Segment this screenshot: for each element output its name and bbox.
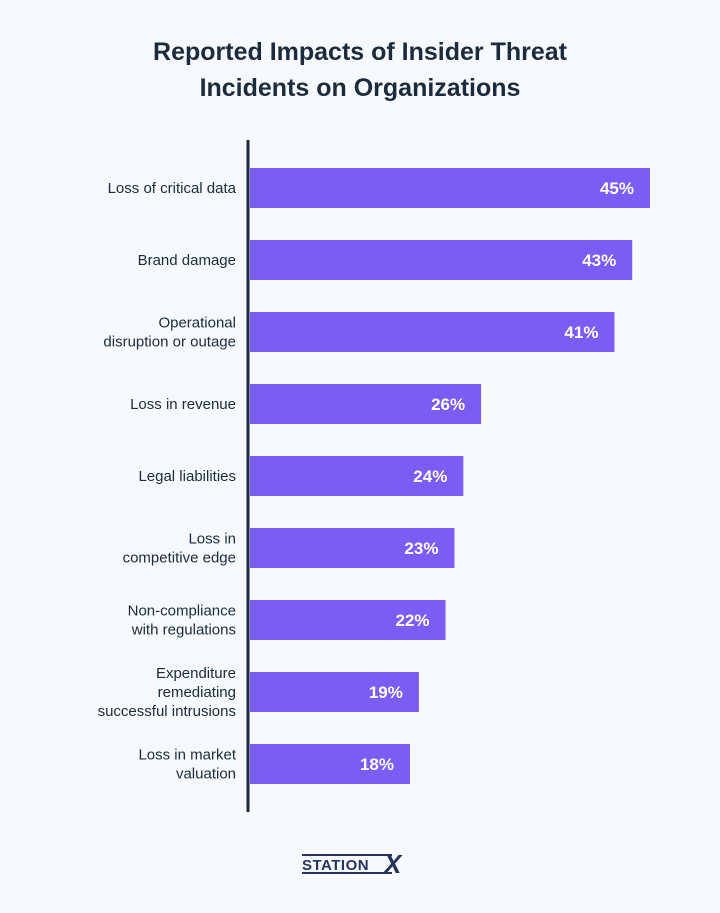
bar (250, 744, 410, 784)
category-label: Expenditure remediating successful intrusi… (98, 665, 236, 720)
bar (250, 456, 464, 496)
category-label: Operational disruption or outage (103, 315, 236, 351)
title-line-1: Reported Impacts of Insider Threat (153, 38, 567, 66)
title-line-2: Incidents on Organizations (199, 74, 521, 102)
bar (250, 168, 650, 208)
category-label: Non-compliance with regulations (128, 603, 236, 639)
bar (250, 384, 482, 424)
bar (250, 672, 419, 712)
value-label: 19% (369, 683, 403, 702)
chart-title: Reported Impacts of Insider Threat Incid… (0, 34, 720, 106)
value-label: 41% (564, 323, 598, 342)
category-label: Brand damage (138, 252, 236, 269)
category-label: Loss in revenue (130, 396, 236, 413)
value-label: 43% (582, 251, 616, 270)
category-label: Loss in market valuation (138, 747, 236, 783)
value-label: 26% (431, 395, 465, 414)
value-label: 24% (413, 467, 447, 486)
bar (250, 312, 615, 352)
category-label: Loss in competitive edge (123, 531, 236, 567)
value-label: 23% (404, 539, 438, 558)
svg-text:X: X (382, 851, 403, 877)
stationx-logo: STATION X (302, 851, 403, 877)
bar (250, 240, 633, 280)
bar (250, 600, 446, 640)
svg-text:STATION: STATION (302, 857, 369, 874)
value-label: 18% (360, 755, 394, 774)
bar (250, 528, 455, 568)
category-label: Legal liabilities (138, 468, 236, 485)
value-label: 45% (600, 179, 634, 198)
value-label: 22% (396, 611, 430, 630)
category-label: Loss of critical data (108, 180, 237, 197)
